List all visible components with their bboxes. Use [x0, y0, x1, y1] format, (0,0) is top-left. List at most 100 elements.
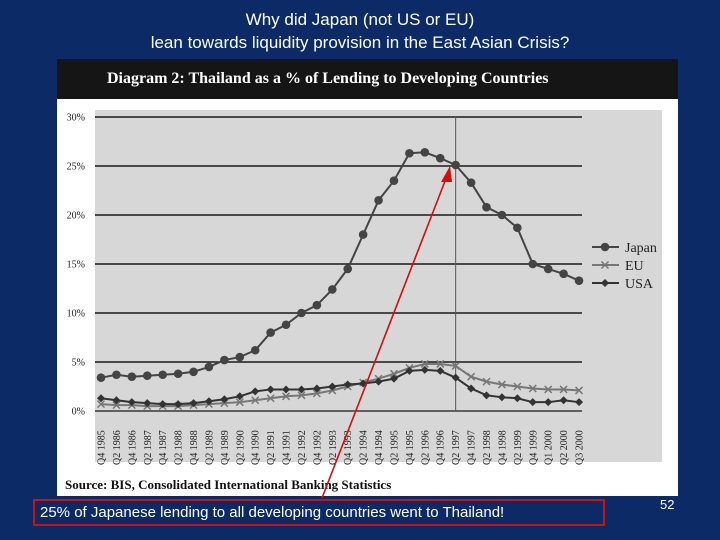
- data-point: [544, 398, 553, 407]
- callout-box: 25% of Japanese lending to all developin…: [33, 499, 605, 526]
- x-tick-label: Q4 1992: [312, 430, 323, 465]
- data-point: [297, 391, 306, 400]
- data-point-stroke: [112, 401, 121, 410]
- x-tick-label: Q4 1994: [374, 430, 385, 465]
- x-tick-label: Q2 1990: [235, 430, 246, 465]
- data-point-stroke: [282, 392, 291, 401]
- series-japan: [96, 147, 584, 382]
- x-tick-label: Q4 1998: [497, 430, 508, 465]
- data-point: [127, 372, 137, 382]
- data-point: [389, 369, 399, 378]
- x-tick-label: Q4 1985: [97, 430, 108, 465]
- data-point: [543, 264, 553, 274]
- y-tick-label: 25%: [67, 162, 85, 173]
- data-point: [158, 400, 167, 409]
- data-point: [235, 352, 245, 362]
- y-tick-label: 10%: [67, 309, 85, 320]
- data-point: [266, 328, 275, 337]
- data-point: [312, 389, 321, 398]
- data-point: [297, 385, 306, 394]
- data-point-stroke: [451, 361, 460, 370]
- data-point: [251, 387, 260, 396]
- x-tick-label: Q4 1989: [220, 430, 231, 465]
- slide-title-line-2: lean towards liquidity provision in the …: [150, 33, 570, 52]
- data-point: [235, 398, 244, 407]
- y-tick-label: 5%: [72, 358, 85, 369]
- x-tick-label: Q2 1994: [359, 430, 370, 465]
- data-point: [513, 394, 522, 403]
- data-point-stroke: [544, 385, 553, 394]
- data-point: [451, 373, 460, 382]
- data-point: [250, 345, 260, 355]
- data-point: [189, 367, 198, 377]
- data-point: [451, 361, 460, 370]
- data-point: [513, 223, 522, 233]
- data-point-stroke: [467, 372, 476, 381]
- data-point: [575, 398, 584, 407]
- x-tick-label: Q2 1993: [328, 430, 339, 465]
- data-point: [574, 386, 584, 395]
- data-point-stroke: [235, 398, 244, 407]
- data-point: [544, 385, 553, 394]
- data-point: [266, 385, 275, 394]
- data-point: [220, 355, 229, 365]
- data-point: [420, 359, 429, 368]
- data-point: [497, 210, 507, 220]
- x-tick-label: Q2 1999: [513, 430, 524, 465]
- data-point-stroke: [497, 380, 506, 389]
- data-point: [282, 385, 291, 394]
- data-point: [127, 398, 136, 407]
- data-point-stroke: [96, 400, 106, 409]
- data-point: [436, 359, 445, 368]
- data-point: [528, 398, 537, 407]
- data-point-stroke: [312, 389, 321, 398]
- data-point: [405, 148, 414, 158]
- data-point: [559, 385, 568, 394]
- y-axis-ticks: 0% 5% 10% 15% 20% 25% 30%: [67, 113, 85, 418]
- data-point: [513, 382, 522, 391]
- x-tick-label: Q2 1989: [204, 430, 215, 465]
- x-tick-label: Q2 2000: [559, 430, 570, 465]
- data-point: [312, 384, 321, 393]
- data-point-stroke: [297, 391, 306, 400]
- data-point: [482, 202, 491, 212]
- arrow-line: [321, 175, 448, 499]
- data-point-stroke: [482, 377, 491, 386]
- series-group: [96, 147, 584, 411]
- data-point: [142, 371, 152, 381]
- data-point: [374, 196, 383, 205]
- data-point-stroke: [251, 396, 260, 405]
- data-point-stroke: [513, 382, 522, 391]
- line-chart: 0%5%10%15%20%25%30% Q4 1985 Q2 1986 Q4 198…: [57, 110, 678, 496]
- x-tick-label: Q2 1992: [297, 430, 308, 465]
- y-tick-label: 0%: [72, 407, 85, 418]
- x-tick-label: Q4 1986: [127, 430, 138, 465]
- data-point: [282, 392, 291, 401]
- x-tick-label: Q2 1996: [420, 430, 431, 465]
- data-point: [467, 384, 476, 393]
- data-point: [173, 369, 183, 379]
- data-point-stroke: [420, 359, 429, 368]
- x-tick-label: Q4 1988: [189, 430, 200, 465]
- data-point: [528, 259, 538, 269]
- x-tick-label: Q4 1993: [343, 430, 354, 465]
- legend-item: Japan: [592, 241, 657, 256]
- data-point: [528, 384, 537, 393]
- slide-title-line-1: Why did Japan (not US or EU): [245, 10, 475, 29]
- source-strip: [57, 471, 678, 496]
- data-point: [312, 300, 322, 310]
- data-point: [451, 160, 460, 170]
- data-point: [389, 374, 398, 383]
- data-point: [358, 230, 368, 239]
- data-point: [251, 396, 260, 405]
- data-point: [405, 366, 414, 375]
- series-line: [100, 362, 580, 408]
- series-usa: [97, 365, 584, 409]
- data-point: [96, 400, 106, 409]
- legend-item: EU: [592, 259, 644, 274]
- data-point: [158, 370, 167, 380]
- data-point: [112, 396, 121, 405]
- legend: Japan EU USA: [592, 241, 657, 292]
- data-point: [343, 380, 352, 389]
- data-point: [143, 399, 152, 408]
